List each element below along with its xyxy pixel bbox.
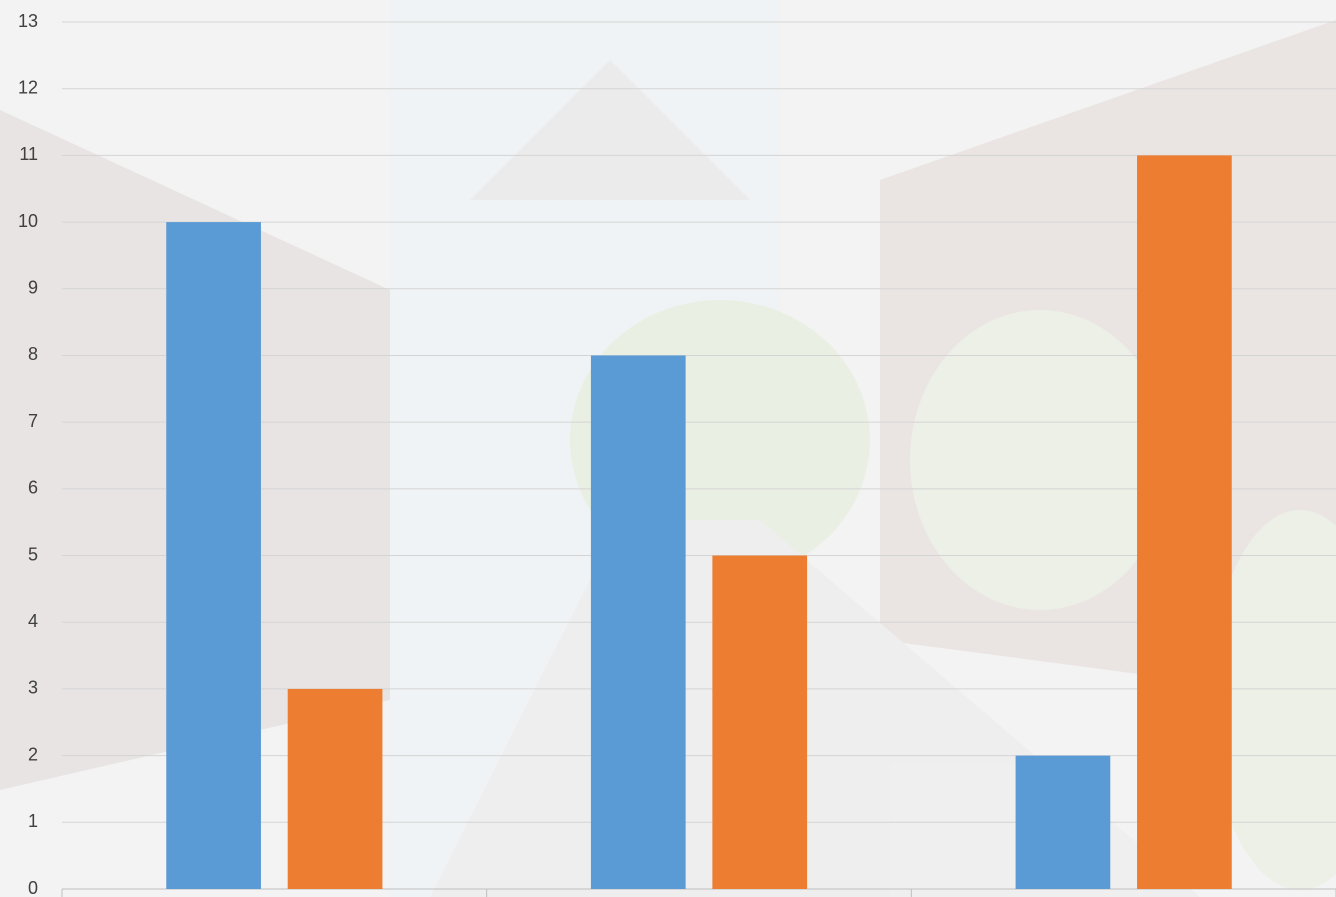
- y-tick-label: 7: [28, 411, 38, 431]
- y-tick-label: 12: [18, 77, 38, 97]
- y-tick-label: 11: [19, 144, 38, 164]
- tree: [910, 310, 1170, 610]
- roof-center: [470, 60, 750, 200]
- bar: [1015, 755, 1111, 889]
- y-tick-label: 6: [28, 478, 38, 498]
- y-tick-label: 9: [28, 278, 38, 298]
- y-tick-label: 10: [18, 211, 38, 231]
- y-tick-label: 13: [18, 11, 38, 31]
- bar: [287, 688, 383, 889]
- y-tick-label: 5: [28, 544, 38, 564]
- y-tick-label: 1: [28, 811, 38, 831]
- bar: [712, 555, 808, 889]
- bar: [590, 355, 686, 889]
- y-tick-label: 3: [28, 678, 38, 698]
- tree: [1210, 510, 1336, 890]
- bar: [166, 222, 261, 890]
- y-tick-label: 0: [28, 878, 38, 897]
- y-tick-label: 4: [28, 611, 38, 631]
- bar: [1137, 155, 1232, 889]
- y-tick-label: 8: [28, 344, 38, 364]
- y-tick-label: 2: [28, 744, 38, 764]
